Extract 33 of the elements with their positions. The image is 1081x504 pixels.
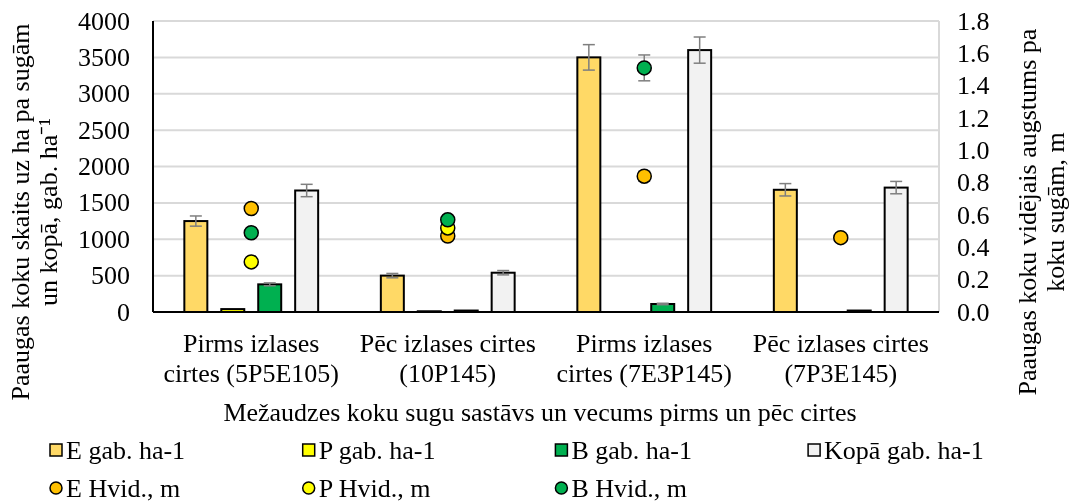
y2-tick-label: 0.4 bbox=[957, 232, 990, 262]
y-tick-label: 3500 bbox=[78, 42, 130, 72]
y-tick-label: 4000 bbox=[78, 6, 130, 36]
x-tick-label: Pēc izlases cirtes (7P3E145) bbox=[752, 329, 929, 388]
x-tick-label: Pirms izlases cirtes (5P5E105) bbox=[163, 329, 339, 388]
x-tick-label: Pirms izlases cirtes (7E3P145) bbox=[556, 329, 732, 388]
legend-label: E gab. ha-1 bbox=[66, 435, 186, 465]
y-tick-label: 500 bbox=[91, 261, 130, 291]
y-tick-label: 3000 bbox=[78, 79, 130, 109]
legend-label: P gab. ha-1 bbox=[318, 435, 436, 465]
legend-label: Kopā gab. ha-1 bbox=[824, 435, 984, 465]
y-tick-label: 1000 bbox=[78, 224, 130, 254]
x-tick-label: Pēc izlases cirtes (10P145) bbox=[359, 329, 536, 388]
y2-tick-label: 1.8 bbox=[957, 6, 990, 36]
y2-tick-label: 1.2 bbox=[957, 103, 990, 133]
y2-tick-label: 0.6 bbox=[957, 200, 990, 230]
y-tick-label: 0 bbox=[117, 297, 130, 327]
legend-label: B gab. ha-1 bbox=[571, 435, 692, 465]
y2-tick-label: 0.8 bbox=[957, 168, 990, 198]
legend-label: E Hvid., m bbox=[66, 473, 181, 503]
y-tick-label: 1500 bbox=[78, 188, 130, 218]
y2-tick-label: 0.0 bbox=[957, 297, 990, 327]
y-tick-label: 2000 bbox=[78, 152, 130, 181]
y2-tick-label: 1.6 bbox=[957, 38, 990, 68]
y2-tick-label: 1.0 bbox=[957, 135, 990, 165]
y-axis-title: Paaugas koku skaits uz ha pa sugām un kopā, gab. ha⁻¹ bbox=[6, 23, 63, 401]
y2-tick-label: 0.2 bbox=[957, 265, 990, 295]
x-axis-title: Mežaudzes koku sugu sastāvs un vecums pirms un pēc cirtes bbox=[223, 398, 857, 427]
legend-label: P Hvid., m bbox=[318, 473, 431, 503]
legend-label: B Hvid., m bbox=[571, 473, 687, 503]
y-tick-label: 2500 bbox=[78, 115, 130, 145]
y2-axis-title: Paaugas koku vidējais augstums pa koku sugām, m bbox=[1013, 28, 1070, 396]
y2-tick-label: 1.4 bbox=[957, 71, 990, 101]
